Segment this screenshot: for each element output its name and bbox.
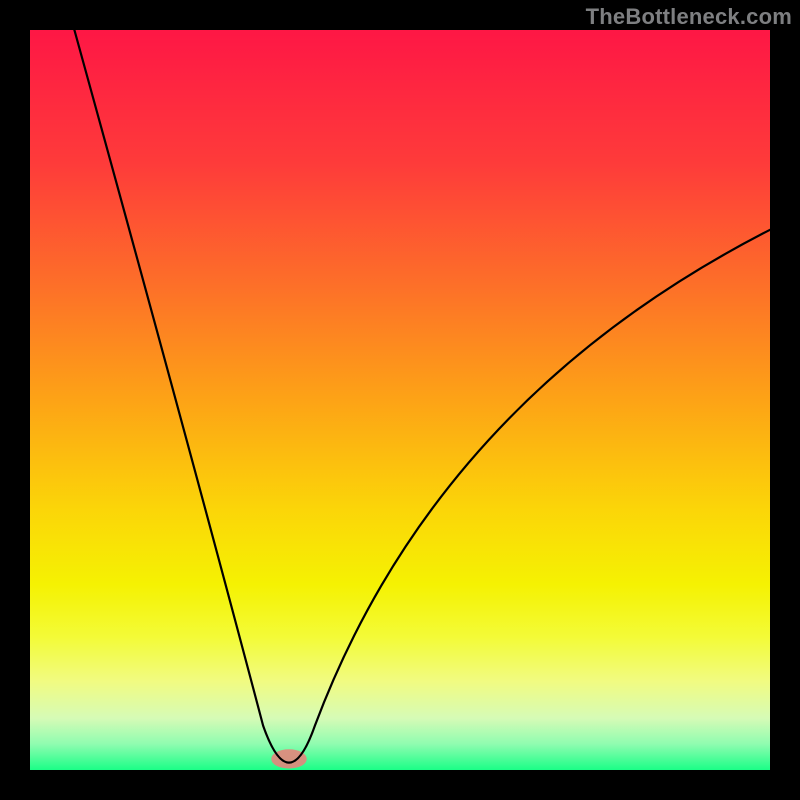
bottleneck-chart (0, 0, 800, 800)
chart-container: TheBottleneck.com (0, 0, 800, 800)
watermark-text: TheBottleneck.com (586, 4, 792, 30)
plot-background (30, 30, 770, 770)
dip-marker (271, 749, 307, 768)
